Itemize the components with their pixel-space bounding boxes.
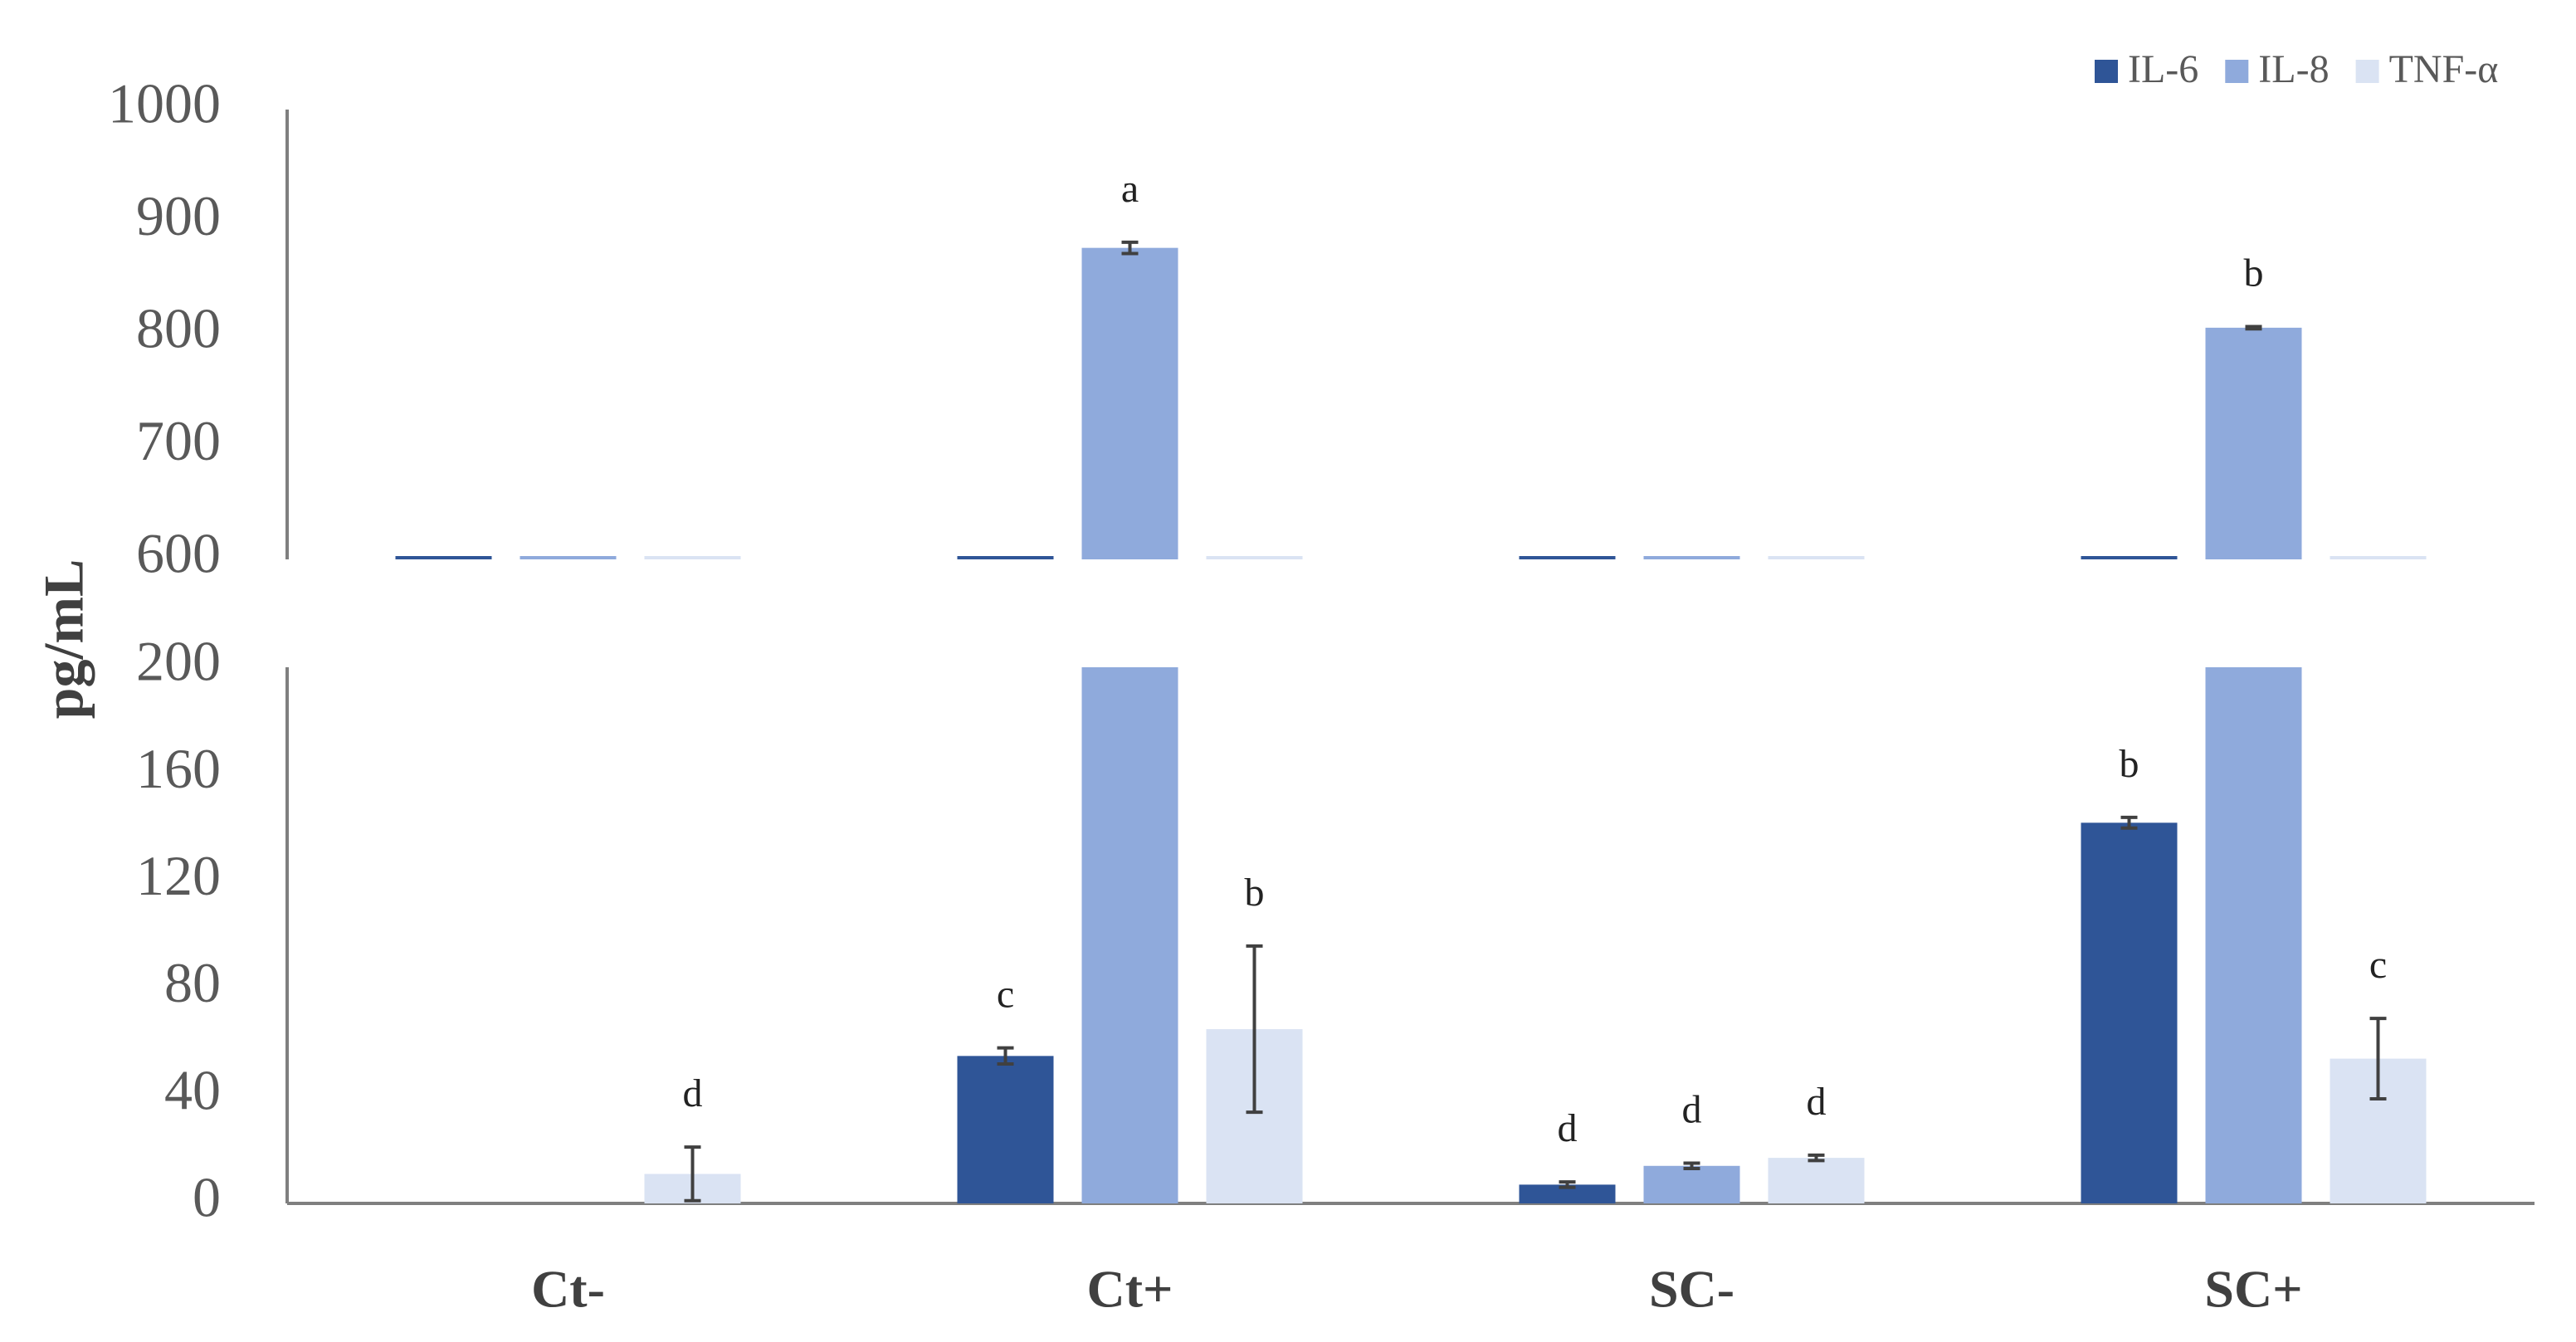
- significance-label: d: [1807, 1080, 1827, 1124]
- y-tick-label: 0: [193, 1166, 221, 1229]
- bar-upper: [957, 556, 1054, 559]
- bar-upper: [644, 556, 741, 559]
- y-tick-label: 900: [136, 184, 221, 247]
- bar-upper: [2081, 556, 2178, 559]
- legend-swatch: [2225, 60, 2249, 83]
- bar: [2205, 667, 2302, 1203]
- y-axis-label: pg/mL: [32, 559, 95, 720]
- bar: [1768, 1158, 1865, 1203]
- y-tick-label: 40: [164, 1058, 221, 1121]
- legend-label: IL-6: [2128, 47, 2198, 91]
- x-tick-label: Ct-: [531, 1260, 605, 1319]
- x-tick-label: SC-: [1649, 1260, 1734, 1319]
- error-bar: [2245, 325, 2262, 331]
- significance-label: d: [1558, 1106, 1578, 1150]
- y-tick-label: 1000: [108, 72, 221, 135]
- error-bar: [1121, 240, 1139, 256]
- bar-upper: [395, 556, 492, 559]
- bar-upper: [2205, 327, 2302, 559]
- error-bar: [1246, 944, 1263, 1115]
- y-tick-label: 120: [136, 844, 221, 907]
- significance-label: c: [997, 973, 1014, 1017]
- bar: [1519, 1184, 1616, 1203]
- y-tick-label: 700: [136, 409, 221, 472]
- bar: [2081, 822, 2178, 1203]
- significance-label: c: [2369, 943, 2387, 987]
- y-tick-label: 200: [136, 630, 221, 693]
- bar-upper: [1643, 556, 1740, 559]
- legend-label: IL-8: [2258, 47, 2329, 91]
- error-bar: [1683, 1161, 1700, 1171]
- significance-label: a: [1121, 167, 1139, 211]
- significance-label: b: [1245, 871, 1265, 915]
- legend-swatch: [2095, 60, 2118, 83]
- error-bar: [1559, 1180, 1576, 1189]
- bar: [1081, 667, 1178, 1203]
- significance-label: b: [2120, 742, 2139, 786]
- error-bar: [997, 1046, 1014, 1066]
- legend-swatch: [2355, 60, 2379, 83]
- y-tick-label: 80: [164, 951, 221, 1014]
- legend-label: TNF-α: [2389, 47, 2499, 91]
- bar-upper: [1519, 556, 1616, 559]
- y-tick-label: 800: [136, 297, 221, 360]
- error-bar: [1808, 1153, 1825, 1163]
- significance-label: b: [2244, 251, 2264, 295]
- bar-upper: [1081, 247, 1178, 559]
- significance-label: d: [1682, 1088, 1702, 1132]
- bar-upper: [520, 556, 617, 559]
- x-tick-label: Ct+: [1087, 1260, 1173, 1319]
- bar-upper: [1768, 556, 1865, 559]
- bar: [1643, 1165, 1740, 1203]
- significance-label: d: [683, 1071, 703, 1115]
- bar-upper: [1206, 556, 1303, 559]
- error-bar: [684, 1145, 701, 1203]
- error-bar: [2369, 1017, 2387, 1101]
- bar-upper: [2330, 556, 2427, 559]
- y-tick-label: 600: [136, 522, 221, 585]
- x-tick-label: SC+: [2204, 1260, 2302, 1319]
- bar: [957, 1056, 1054, 1203]
- y-tick-label: 160: [136, 737, 221, 800]
- error-bar: [2120, 815, 2138, 830]
